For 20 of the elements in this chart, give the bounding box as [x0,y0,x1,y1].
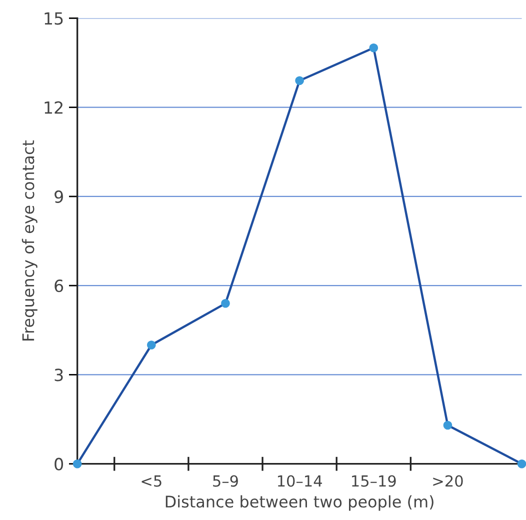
point [221,299,230,308]
x-tick-label: 5–9 [213,475,238,487]
x-tick-label: 10–14 [278,475,322,487]
y-axis-title: Frequency of eye contact [22,140,38,340]
y-tick-label: 3 [54,368,63,382]
y-tick-label: 6 [54,280,64,292]
y-tick-label: 9 [54,190,63,204]
point [517,459,526,468]
x-tick-label: <5 [142,475,162,487]
x-axis-title: Distance between two people (m) [166,495,434,511]
point [147,340,156,350]
y-tick-label: 15 [44,12,63,25]
point [443,420,452,430]
y-tick-label: 12 [44,101,62,114]
x-tick-label: 15–19 [352,475,396,487]
point [369,44,378,52]
point [72,459,82,468]
point [295,76,304,85]
x-tick-label: >20 [433,475,463,487]
y-tick-label: 0 [54,458,64,470]
